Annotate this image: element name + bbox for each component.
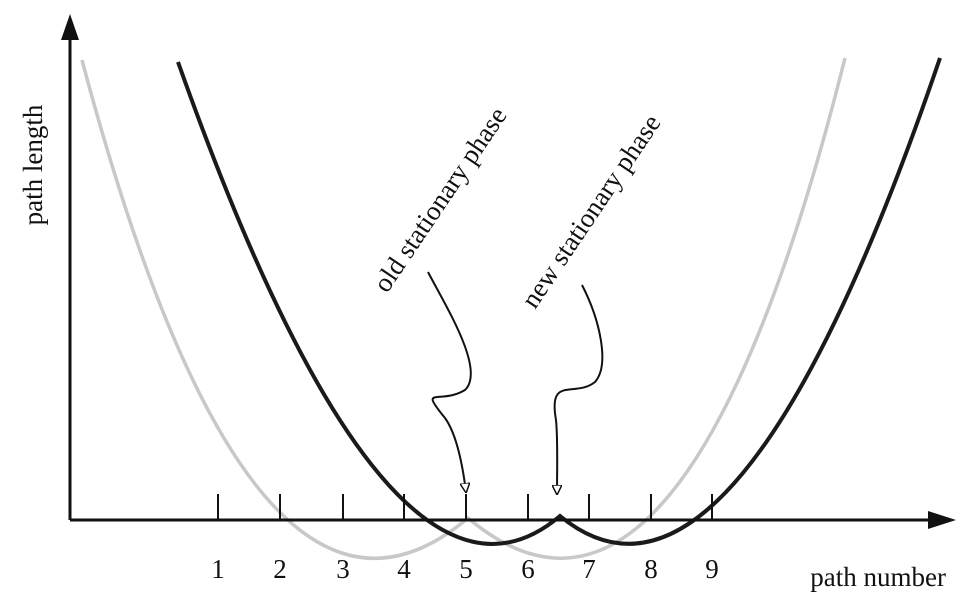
x-tick-label: 9 — [705, 554, 719, 584]
x-axis-ticks — [217, 494, 713, 520]
y-axis-label: path length — [18, 104, 48, 225]
x-tick-label: 5 — [459, 554, 473, 584]
x-axis-label: path number — [810, 562, 946, 592]
x-tick-labels: 1 2 3 4 5 6 7 8 9 — [211, 554, 719, 584]
x-tick-label: 1 — [211, 554, 225, 584]
x-tick-label: 4 — [397, 554, 411, 584]
old-stationary-phase-label: old stationary phase — [367, 102, 513, 298]
new-stationary-phase-arrow — [555, 284, 604, 494]
new-stationary-phase-label: new stationary phase — [515, 109, 666, 314]
x-tick-label: 6 — [521, 554, 535, 584]
x-tick-label: 3 — [336, 554, 350, 584]
x-axis-arrowhead — [928, 511, 956, 529]
x-tick-label: 8 — [644, 554, 658, 584]
old-stationary-phase-arrow — [427, 271, 472, 492]
x-tick-label: 7 — [582, 554, 596, 584]
new-path-length-curve — [176, 57, 942, 546]
x-tick-label: 2 — [273, 554, 287, 584]
y-axis-arrowhead — [61, 14, 79, 40]
old-path-length-curve — [80, 57, 847, 560]
